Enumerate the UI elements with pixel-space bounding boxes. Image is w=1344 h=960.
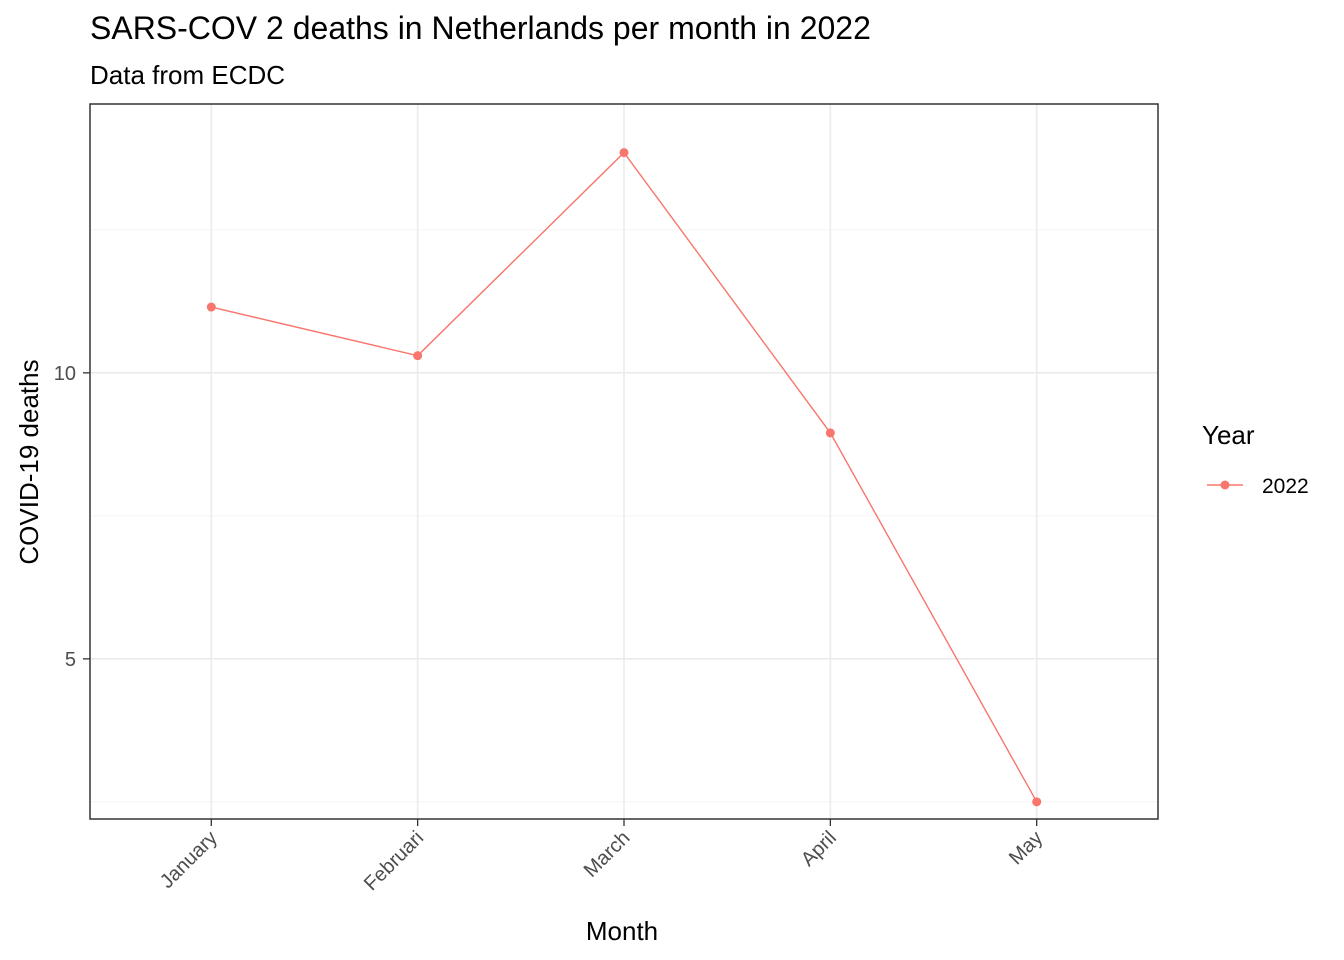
legend: Year 2022 <box>1202 420 1309 498</box>
data-point <box>206 302 216 312</box>
data-point <box>413 351 423 361</box>
x-tick-label: April <box>797 827 841 871</box>
x-tick-label: May <box>1005 827 1047 869</box>
data-point <box>1032 797 1042 807</box>
y-axis: 5 10 <box>54 363 90 671</box>
chart-subtitle: Data from ECDC <box>90 60 286 90</box>
x-tick-label: Februari <box>360 827 428 895</box>
legend-key-point <box>1220 480 1230 490</box>
series-layer <box>206 148 1042 807</box>
data-point <box>825 428 835 438</box>
y-tick-label: 5 <box>65 649 76 671</box>
chart-title: SARS-COV 2 deaths in Netherlands per mon… <box>90 10 871 46</box>
y-axis-title: COVID-19 deaths <box>14 359 44 564</box>
major-gridlines <box>90 104 1158 819</box>
x-tick-label: March <box>580 827 635 882</box>
x-axis-title: Month <box>586 916 658 946</box>
x-axis: January Februari March April May <box>156 819 1047 895</box>
legend-title: Year <box>1202 420 1255 450</box>
x-tick-label: January <box>156 827 222 893</box>
y-tick-label: 10 <box>54 363 76 385</box>
legend-label: 2022 <box>1262 475 1309 498</box>
data-point <box>619 148 629 158</box>
